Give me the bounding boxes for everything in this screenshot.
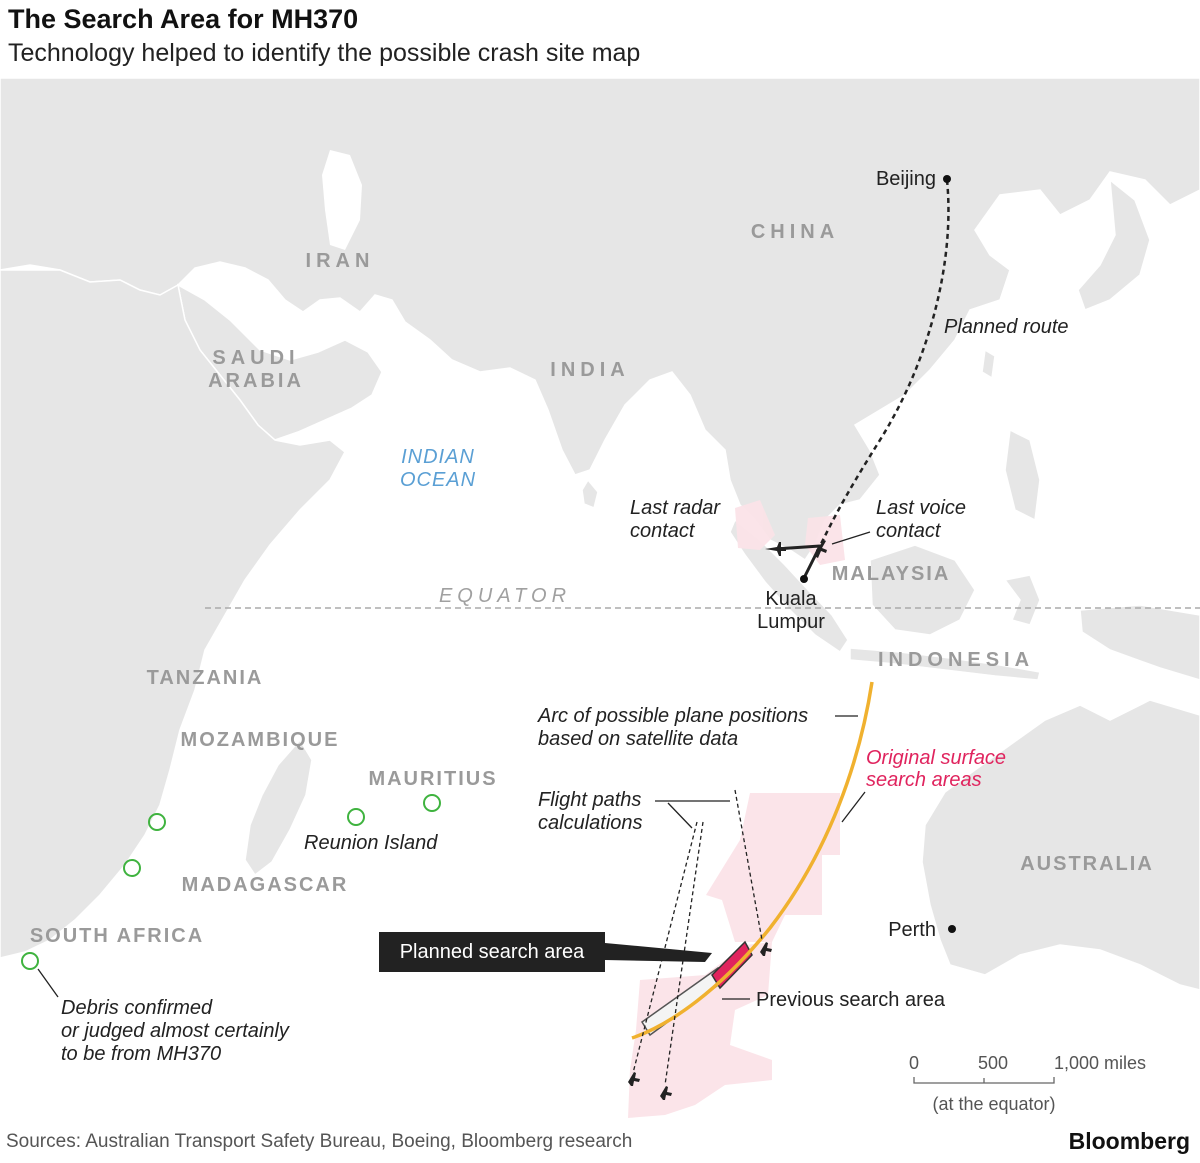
flight-path-3 — [734, 789, 763, 941]
map: IRAN CHINA SAUDI ARABIA INDIA MALAYSIA I… — [0, 78, 1200, 1123]
plane-icon-south-2 — [660, 1086, 672, 1100]
label-madagascar: MADAGASCAR — [182, 874, 349, 896]
plane-icon-south-1 — [628, 1072, 640, 1086]
chart-subtitle: Technology helped to identify the possib… — [8, 39, 641, 67]
debris-marker-reunion — [347, 808, 365, 826]
chart-title: The Search Area for MH370 — [8, 4, 359, 34]
beijing-dot — [943, 175, 951, 183]
land-newguinea — [1079, 604, 1200, 681]
debris-marker-mauritius — [423, 794, 441, 812]
land-eurasia — [0, 78, 1200, 562]
plane-icon-radar — [765, 542, 786, 556]
flight-path-2 — [664, 821, 704, 1086]
label-arc-1: Arc of possible plane positions — [537, 705, 808, 727]
scale-note: (at the equator) — [932, 1094, 1055, 1114]
label-last-voice-2: contact — [876, 520, 942, 542]
land-borneo — [869, 544, 976, 636]
label-beijing: Beijing — [876, 168, 936, 190]
scale-label-1000: 1,000 miles — [1054, 1053, 1146, 1073]
sources-text: Sources: Australian Transport Safety Bur… — [6, 1131, 633, 1152]
land-sumatra — [729, 518, 849, 654]
original-search-area-south — [628, 942, 772, 1118]
label-mozambique: MOZAMBIQUE — [181, 729, 340, 751]
scale-label-0: 0 — [909, 1053, 919, 1073]
label-india: INDIA — [550, 359, 629, 381]
map-svg: IRAN CHINA SAUDI ARABIA INDIA MALAYSIA I… — [0, 78, 1200, 1123]
label-debris-3: to be from MH370 — [61, 1043, 221, 1065]
original-search-area-north — [706, 793, 840, 942]
flight-paths — [632, 789, 763, 1086]
label-malaysia: MALAYSIA — [832, 563, 951, 585]
label-planned-route: Planned route — [944, 316, 1069, 338]
land-philippines — [1004, 428, 1041, 522]
label-iran: IRAN — [306, 250, 375, 272]
leader-lines — [37, 531, 871, 1000]
label-flight-paths-1: Flight paths — [538, 789, 641, 811]
label-planned-search-area: Planned search area — [400, 941, 585, 963]
label-original-1: Original surface — [866, 747, 1006, 769]
label-original-2: search areas — [866, 769, 982, 791]
debris-marker-1 — [148, 813, 166, 831]
planned-area-pointer — [605, 943, 712, 962]
label-flight-paths-2: calculations — [538, 812, 643, 834]
label-saudi: SAUDI — [212, 347, 299, 369]
label-reunion: Reunion Island — [304, 832, 438, 854]
land-australia — [921, 699, 1200, 991]
label-debris-2: or judged almost certainly — [61, 1020, 290, 1042]
land-java — [849, 647, 1041, 681]
label-ocean: OCEAN — [400, 469, 476, 491]
label-arabia: ARABIA — [208, 370, 304, 392]
plane-icon-south-3 — [760, 942, 772, 956]
label-mauritius: MAURITIUS — [368, 768, 497, 790]
landmass — [0, 78, 1200, 991]
debris-marker-3 — [21, 952, 39, 970]
label-last-voice-1: Last voice — [876, 497, 966, 519]
perth-dot — [948, 925, 956, 933]
planned-route-line — [818, 179, 950, 547]
search-zones — [628, 500, 845, 1118]
land-taiwan — [981, 348, 996, 380]
country-labels: IRAN CHINA SAUDI ARABIA INDIA MALAYSIA I… — [30, 221, 1154, 947]
label-arc-2: based on satellite data — [538, 728, 738, 750]
scale-bar: 0 500 1,000 miles (at the equator) — [909, 1053, 1146, 1114]
label-last-radar-1: Last radar — [630, 497, 721, 519]
label-china: CHINA — [751, 221, 839, 243]
caspian-sea — [322, 150, 362, 250]
plane-icon-voice — [816, 540, 827, 558]
header: The Search Area for MH370 Technology hel… — [8, 2, 640, 70]
flight-leader-diagonal — [667, 802, 693, 829]
land-japan — [1077, 178, 1151, 311]
kuala-lumpur-dot — [800, 575, 808, 583]
land-sulawesi — [1003, 574, 1041, 626]
debris-leader — [37, 968, 59, 998]
label-indian: INDIAN — [401, 446, 475, 468]
label-debris-1: Debris confirmed — [61, 997, 213, 1019]
label-tanzania: TANZANIA — [147, 667, 264, 689]
label-lumpur: Lumpur — [757, 611, 825, 633]
flight-path-1 — [632, 821, 698, 1074]
label-equator: EQUATOR — [439, 585, 571, 607]
land-africa — [0, 269, 346, 959]
label-indonesia: INDONESIA — [878, 649, 1034, 671]
plane-markers — [628, 540, 827, 1100]
planned-area-callout-box — [379, 932, 605, 972]
label-previous-search-area: Previous search area — [756, 989, 946, 1011]
label-south-africa: SOUTH AFRICA — [30, 925, 204, 947]
radar-zone-right — [805, 515, 845, 565]
debris-markers — [21, 794, 441, 970]
original-leader — [841, 791, 866, 823]
label-kuala: Kuala — [765, 588, 817, 610]
debris-marker-2 — [123, 859, 141, 877]
label-australia: AUSTRALIA — [1020, 853, 1154, 875]
radar-zone-left — [735, 500, 775, 550]
land-srilanka — [581, 478, 599, 510]
bloomberg-logo: Bloomberg — [1068, 1128, 1190, 1154]
scale-label-500: 500 — [978, 1053, 1008, 1073]
land-madagascar — [244, 738, 313, 877]
label-perth: Perth — [888, 919, 936, 941]
voice-leader — [831, 531, 871, 545]
label-last-radar-2: contact — [630, 520, 696, 542]
